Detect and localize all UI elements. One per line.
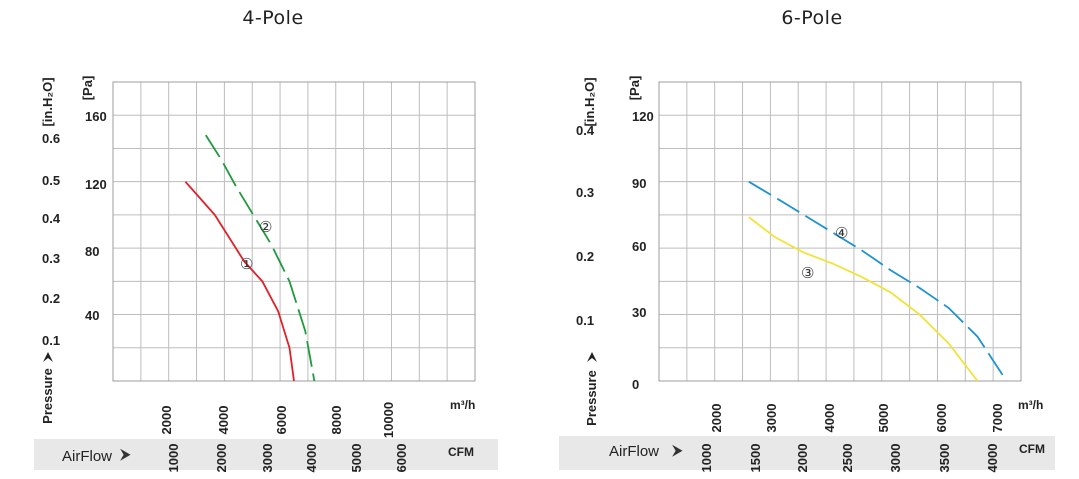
y2-tick-label: 0.1: [42, 333, 60, 348]
cfm-band-6-pole: [559, 436, 1055, 470]
x-ticks-6-pole: 2000 3000 4000 5000 6000 7000: [709, 404, 1005, 433]
cfm-tick-label: 3000: [888, 444, 903, 473]
x-tick-label: 4000: [216, 406, 231, 435]
series-curve-1: [748, 216, 979, 382]
pressure-label-4-pole: Pressure: [40, 368, 55, 424]
y2-tick-label: 0.3: [42, 251, 60, 266]
cfm-ticks-4-pole: 1000 2000 3000 4000 5000 6000: [166, 444, 409, 473]
cfm-tick-label: 2000: [795, 444, 810, 473]
x-tick-label: 2000: [159, 406, 174, 435]
y-unit-4-pole: [Pa]: [80, 76, 95, 101]
x-tick-label: 2000: [709, 404, 724, 433]
pressure-arrow-4-pole: [43, 352, 53, 362]
x-tick-label: 6000: [934, 404, 949, 433]
cfm-tick-label: 1000: [699, 444, 714, 473]
x-tick-label: 5000: [876, 404, 891, 433]
x-unit-6-pole: m³/h: [1018, 398, 1043, 412]
cfm-unit-6-pole: CFM: [1019, 442, 1045, 456]
grid-4-pole: [113, 82, 475, 381]
series-curve-2: [205, 134, 316, 382]
y2-tick-label: 0.2: [576, 249, 594, 264]
x-tick-label: 6000: [274, 406, 289, 435]
pressure-label-6-pole: Pressure: [584, 370, 599, 426]
airflow-arrow-4-pole: ⮞: [120, 446, 131, 463]
y2-ticks-6-pole: 0.4 0.3 0.2 0.1: [576, 123, 595, 328]
y2-tick-label: 0.5: [42, 173, 60, 188]
chart-4-pole: 4-Pole AirFlow ⮞ CFM 1000 2000 3000 4000 500…: [34, 7, 498, 472]
marker-1: ①: [240, 255, 253, 273]
x-ticks-4-pole: 2000 4000 6000 8000 10000: [159, 402, 396, 438]
cfm-unit-4-pole: CFM: [448, 445, 474, 459]
plot-frame-6-pole: [658, 81, 1022, 382]
plot-frame-4-pole: [112, 81, 476, 382]
x-tick-label: 10000: [381, 402, 396, 438]
y-unit-6-pole: [Pa]: [627, 76, 642, 101]
series-curve-1: [184, 181, 295, 382]
cfm-tick-label: 4000: [985, 444, 1000, 473]
y-tick-label: 120: [632, 109, 654, 124]
grid-6-pole: [659, 82, 1021, 381]
y-tick-label: 160: [85, 109, 107, 124]
x-tick-label: 8000: [329, 406, 344, 435]
series-6-pole: [748, 180, 1008, 382]
x-tick-label: 7000: [990, 404, 1005, 433]
y2-ticks-4-pole: 0.6 0.5 0.4 0.3 0.2 0.1: [42, 131, 61, 348]
y-tick-label: 80: [85, 244, 99, 259]
cfm-tick-label: 3000: [260, 444, 275, 473]
y2-tick-label: 0.6: [42, 131, 60, 146]
cfm-tick-label: 2500: [840, 444, 855, 473]
y2-tick-label: 0.4: [42, 211, 61, 226]
y-ticks-6-pole: 120 90 60 30 0: [632, 109, 654, 392]
y-tick-label: 60: [632, 239, 646, 254]
cfm-tick-label: 4000: [304, 444, 319, 473]
y-tick-label: 30: [632, 305, 646, 320]
marker-4: ④: [835, 224, 848, 242]
pressure-arrow-6-pole: [587, 352, 597, 362]
marker-2: ②: [259, 218, 272, 236]
cfm-tick-label: 1000: [166, 444, 181, 473]
chart-6-pole: 6-Pole AirFlow ⮞ CFM 1000 1500 2000 2500 300…: [559, 7, 1055, 472]
y2-tick-label: 0.2: [42, 291, 60, 306]
y-tick-label: 120: [85, 177, 107, 192]
y2-tick-label: 0.4: [576, 123, 595, 138]
cfm-ticks-6-pole: 1000 1500 2000 2500 3000 3500 4000: [699, 444, 1000, 473]
y-tick-label: 0: [632, 377, 639, 392]
chart-title-4-pole: 4-Pole: [242, 7, 303, 29]
y-tick-label: 40: [85, 308, 99, 323]
cfm-band-4-pole: [34, 439, 498, 470]
chart-title-6-pole: 6-Pole: [781, 7, 842, 29]
airflow-label-4-pole: AirFlow: [62, 448, 112, 465]
cfm-tick-label: 1500: [748, 444, 763, 473]
x-tick-label: 4000: [822, 404, 837, 433]
cfm-tick-label: 6000: [394, 444, 409, 473]
y-ticks-4-pole: 160 120 80 40: [85, 109, 107, 323]
y2-unit-4-pole: [in.H₂O]: [40, 77, 55, 126]
cfm-tick-label: 2000: [214, 444, 229, 473]
cfm-tick-label: 3500: [937, 444, 952, 473]
y-tick-label: 90: [632, 176, 646, 191]
y2-tick-label: 0.1: [576, 313, 594, 328]
airflow-arrow-6-pole: ⮞: [672, 442, 683, 459]
series-curve-2: [748, 180, 1008, 382]
marker-3: ③: [801, 264, 814, 282]
x-unit-4-pole: m³/h: [450, 398, 475, 412]
cfm-tick-label: 5000: [349, 444, 364, 473]
airflow-label-6-pole: AirFlow: [609, 443, 659, 460]
series-4-pole: [184, 134, 316, 382]
x-tick-label: 3000: [764, 404, 779, 433]
y2-tick-label: 0.3: [576, 185, 594, 200]
y2-unit-6-pole: [in.H₂O]: [582, 77, 597, 126]
